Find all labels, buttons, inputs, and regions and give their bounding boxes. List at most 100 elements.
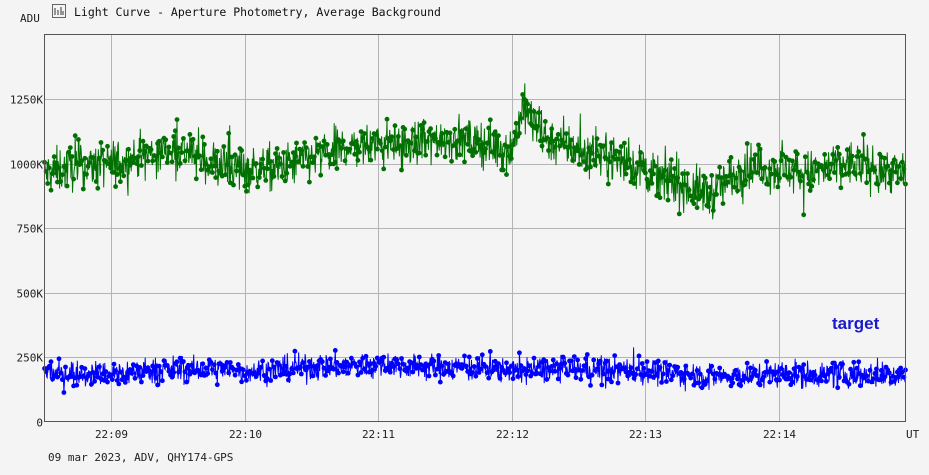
- data-point: [676, 211, 682, 217]
- data-point: [807, 188, 813, 193]
- data-point: [271, 174, 277, 179]
- data-point: [297, 364, 303, 370]
- data-point: [757, 146, 763, 152]
- data-point: [505, 366, 511, 372]
- data-point: [298, 371, 304, 377]
- data-point: [441, 371, 446, 377]
- data-point: [184, 379, 190, 385]
- data-point: [554, 136, 559, 142]
- data-point: [496, 133, 501, 139]
- data-point: [118, 179, 123, 185]
- data-point: [313, 135, 319, 141]
- data-point: [108, 372, 114, 378]
- data-point: [88, 381, 94, 387]
- data-point: [735, 376, 740, 382]
- data-point: [835, 145, 841, 150]
- data-point: [609, 379, 614, 385]
- data-point: [134, 161, 140, 167]
- data-point: [457, 152, 463, 158]
- data-point: [504, 360, 509, 366]
- data-point: [378, 141, 383, 146]
- data-point: [292, 154, 298, 160]
- data-point: [156, 363, 162, 369]
- data-point: [731, 184, 737, 190]
- y-tick-label: 500K: [17, 288, 44, 301]
- data-point: [500, 167, 506, 173]
- data-point: [641, 365, 647, 371]
- data-point: [315, 149, 320, 154]
- data-point: [615, 380, 621, 386]
- data-point: [93, 370, 99, 376]
- data-point: [505, 144, 511, 150]
- data-point: [399, 356, 404, 361]
- x-tick-label: 22:13: [629, 428, 662, 441]
- data-point: [441, 140, 446, 146]
- data-point: [265, 166, 270, 172]
- light-curve-icon[interactable]: [52, 4, 66, 18]
- data-point: [709, 363, 715, 369]
- data-point: [686, 187, 692, 193]
- data-point: [570, 158, 576, 163]
- data-point: [893, 375, 899, 380]
- data-point: [560, 354, 566, 360]
- data-point: [85, 163, 91, 169]
- data-point: [116, 165, 122, 171]
- data-point: [823, 379, 829, 384]
- data-point: [71, 176, 76, 182]
- data-point: [462, 353, 467, 359]
- data-point: [268, 378, 274, 383]
- y-tick-label: 1250K: [10, 94, 43, 107]
- data-point: [752, 152, 758, 158]
- data-point: [292, 348, 298, 354]
- data-point: [612, 353, 618, 358]
- data-point: [835, 385, 841, 391]
- data-point: [788, 174, 794, 180]
- data-point: [374, 355, 380, 361]
- data-point: [445, 361, 451, 367]
- data-point: [163, 137, 169, 143]
- data-point: [311, 154, 317, 160]
- data-point: [773, 171, 779, 177]
- data-point: [416, 150, 422, 156]
- data-point: [403, 152, 409, 158]
- data-point: [58, 370, 64, 376]
- data-point: [240, 172, 246, 178]
- data-point: [148, 369, 154, 375]
- data-point: [475, 356, 480, 361]
- data-point: [899, 159, 905, 165]
- data-point: [476, 137, 482, 143]
- data-point: [748, 365, 753, 371]
- data-point: [507, 370, 513, 375]
- data-point: [668, 377, 674, 383]
- data-point: [497, 152, 503, 158]
- data-point: [82, 155, 88, 161]
- data-point: [702, 175, 708, 181]
- data-point: [413, 134, 419, 140]
- data-point: [342, 158, 348, 164]
- data-point: [575, 148, 580, 154]
- data-point: [552, 368, 558, 374]
- data-point: [654, 372, 660, 378]
- data-point: [155, 382, 161, 388]
- data-point: [310, 373, 316, 379]
- data-point: [221, 144, 227, 149]
- data-point: [347, 363, 353, 368]
- data-point: [150, 158, 156, 164]
- data-point: [433, 136, 438, 142]
- data-point: [145, 158, 151, 164]
- data-point: [227, 360, 233, 365]
- data-point: [794, 151, 800, 157]
- data-point: [97, 155, 102, 161]
- data-point: [137, 365, 143, 370]
- data-point: [342, 364, 348, 370]
- data-point: [416, 354, 422, 360]
- data-point: [484, 370, 490, 375]
- data-point: [437, 379, 443, 385]
- data-point: [581, 159, 587, 165]
- data-point: [802, 154, 808, 160]
- data-point: [772, 159, 778, 164]
- data-point: [542, 358, 548, 364]
- data-point: [489, 149, 495, 155]
- data-point: [266, 366, 272, 372]
- data-point: [244, 188, 249, 194]
